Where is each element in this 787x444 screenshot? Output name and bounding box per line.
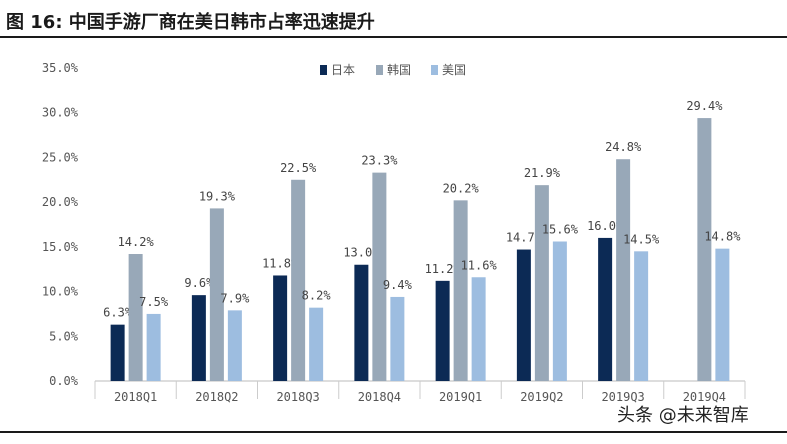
bar-韩国-2019Q3 (616, 159, 631, 381)
data-label: 15.6% (542, 222, 579, 236)
data-label: 20.2% (443, 181, 480, 195)
bar-韩国-2018Q4 (372, 172, 387, 381)
bar-日本-2018Q1 (110, 324, 125, 381)
data-label: 19.3% (199, 189, 236, 203)
x-tick-label: 2018Q3 (276, 390, 319, 404)
data-label: 7.9% (220, 291, 250, 305)
data-label: 14.5% (623, 232, 660, 246)
data-label: 16.0% (587, 219, 624, 233)
x-tick-label: 2019Q4 (683, 390, 726, 404)
y-tick-label: 30.0% (42, 106, 79, 120)
data-label: 6.3% (103, 306, 133, 320)
data-label: 21.9% (524, 166, 561, 180)
data-label: 24.8% (605, 140, 642, 154)
x-tick-label: 2019Q2 (520, 390, 563, 404)
watermark-text: 头条 @未来智库 (617, 405, 749, 426)
legend-swatch (431, 65, 438, 75)
x-tick-label: 2018Q4 (358, 390, 401, 404)
bar-美国-2019Q1 (471, 277, 486, 381)
legend-swatch (376, 65, 383, 75)
data-label: 11.2% (425, 262, 462, 276)
bar-日本-2019Q3 (598, 237, 613, 381)
y-tick-label: 10.0% (42, 285, 79, 299)
bottom-divider (0, 431, 787, 433)
bar-美国-2019Q3 (634, 251, 649, 381)
figure-title-bar: 图 16: 中国手游厂商在美日韩市占率迅速提升 (0, 0, 787, 38)
y-tick-label: 35.0% (42, 61, 79, 75)
bar-韩国-2018Q3 (291, 179, 306, 381)
bar-美国-2018Q1 (146, 313, 161, 381)
data-label: 11.6% (461, 258, 498, 272)
x-tick-label: 2018Q2 (195, 390, 238, 404)
bar-美国-2018Q4 (390, 296, 405, 381)
bar-韩国-2019Q4 (697, 118, 712, 381)
data-label: 29.4% (686, 99, 723, 113)
bar-日本-2018Q3 (273, 275, 288, 381)
data-label: 8.2% (302, 289, 332, 303)
bar-日本-2018Q2 (191, 295, 206, 381)
data-label: 22.5% (280, 161, 317, 175)
bar-韩国-2019Q2 (534, 185, 549, 381)
bar-日本-2019Q1 (435, 280, 450, 381)
bar-韩国-2019Q1 (453, 200, 468, 381)
data-label: 23.3% (361, 154, 398, 168)
data-label: 9.4% (383, 278, 413, 292)
legend-label: 日本 (331, 63, 355, 77)
y-tick-label: 0.0% (49, 374, 79, 388)
bar-美国-2018Q3 (309, 307, 324, 381)
bar-美国-2019Q4 (715, 248, 730, 381)
data-label: 13.0% (343, 246, 380, 260)
bar-chart: 0.0% 5.0% 10.0% 15.0% 20.0% 25.0% 30.0% 35.0% 6.… (42, 61, 746, 404)
legend-label: 美国 (442, 63, 466, 77)
legend-swatch (320, 65, 327, 75)
x-tick-label: 2019Q3 (601, 390, 644, 404)
figure-title: 图 16: 中国手游厂商在美日韩市占率迅速提升 (6, 12, 375, 33)
bar-日本-2018Q4 (354, 264, 369, 381)
bar-韩国-2018Q2 (209, 208, 224, 381)
legend-label: 韩国 (387, 62, 411, 77)
x-tick-label: 2018Q1 (114, 390, 157, 404)
data-label: 14.8% (704, 230, 741, 244)
data-label: 14.2% (118, 235, 155, 249)
data-label: 7.5% (139, 295, 169, 309)
bar-美国-2018Q2 (227, 310, 242, 381)
data-label: 11.8% (262, 256, 299, 270)
bar-韩国-2018Q1 (128, 254, 143, 381)
x-tick-label: 2019Q1 (439, 390, 482, 404)
y-tick-label: 20.0% (42, 195, 79, 209)
y-tick-label: 15.0% (42, 240, 79, 254)
bar-美国-2019Q2 (552, 241, 567, 381)
chart-container: 0.0% 5.0% 10.0% 15.0% 20.0% 25.0% 30.0% 35.0% 6.… (0, 40, 787, 440)
data-label: 9.6% (184, 276, 214, 290)
bar-日本-2019Q2 (516, 249, 531, 381)
y-tick-label: 5.0% (49, 329, 79, 343)
y-tick-label: 25.0% (42, 150, 79, 164)
data-label: 14.7% (506, 231, 543, 245)
